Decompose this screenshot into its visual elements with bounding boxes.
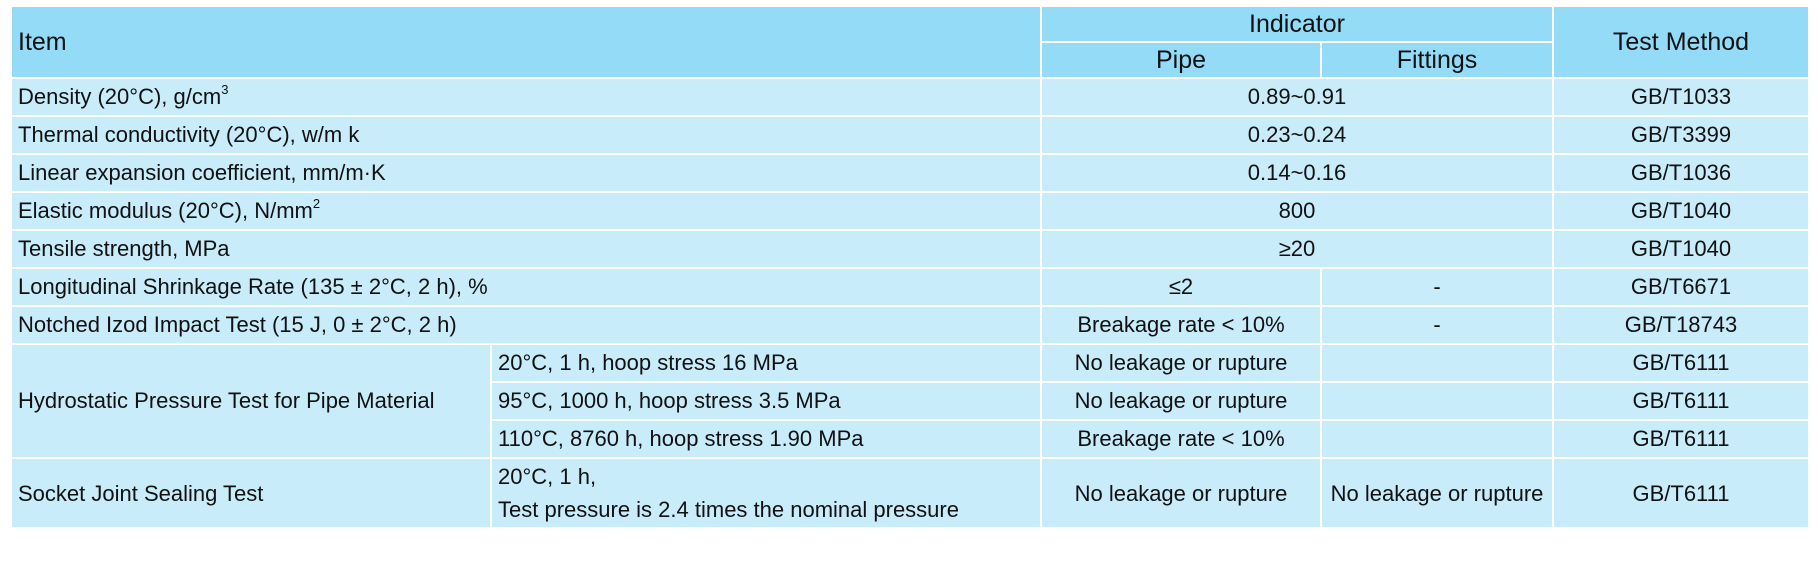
specification-table: Item Indicator Test Method Pipe Fittings… [10,5,1810,529]
method-cell: GB/T1033 [1552,77,1810,117]
fittings-cell [1320,381,1554,421]
method-cell: GB/T6111 [1552,381,1810,421]
method-cell: GB/T6111 [1552,419,1810,459]
indicator-cell: ≥20 [1040,229,1554,269]
condition-cell: 95°C, 1000 h, hoop stress 3.5 MPa [490,381,1042,421]
table-row: Notched Izod Impact Test (15 J, 0 ± 2°C,… [10,305,1810,345]
table-row: Socket Joint Sealing Test 20°C, 1 h, Test… [10,457,1810,529]
table-row: Linear expansion coefficient, mm/m·K 0.1… [10,153,1810,193]
indicator-cell: 0.89~0.91 [1040,77,1554,117]
header-pipe: Pipe [1040,41,1322,79]
table-row: Elastic modulus (20°C), N/mm2 800 GB/T10… [10,191,1810,231]
table-row: 95°C, 1000 h, hoop stress 3.5 MPa No lea… [11,381,1810,421]
item-cell: Notched Izod Impact Test (15 J, 0 ± 2°C,… [10,305,1042,345]
method-cell: GB/T6111 [1552,343,1810,383]
header-indicator: Indicator [1040,5,1554,43]
header-test-method: Test Method [1552,5,1810,79]
indicator-cell: 800 [1040,191,1554,231]
fittings-cell [1320,419,1554,459]
method-cell: GB/T18743 [1552,305,1810,345]
table-row: 110°C, 8760 h, hoop stress 1.90 MPa Brea… [11,419,1810,459]
condition-line: Test pressure is 2.4 times the nominal p… [498,497,959,522]
table-row: Density (20°C), g/cm3 0.89~0.91 GB/T1033 [10,77,1810,117]
condition-cell: 20°C, 1 h, hoop stress 16 MPa [490,343,1042,383]
item-cell: Tensile strength, MPa [10,229,1042,269]
table-wrapper: Item Indicator Test Method Pipe Fittings… [10,5,1810,529]
socket-test-label: Socket Joint Sealing Test [10,457,492,529]
method-cell: GB/T3399 [1552,115,1810,155]
header-fittings: Fittings [1320,41,1554,79]
pipe-cell: No leakage or rupture [1040,381,1322,421]
indicator-cell: 0.23~0.24 [1040,115,1554,155]
condition-cell: 110°C, 8760 h, hoop stress 1.90 MPa [490,419,1042,459]
pipe-cell: ≤2 [1040,267,1322,307]
hydrostatic-test-label: Hydrostatic Pressure Test for Pipe Mater… [10,343,492,459]
pipe-cell: Breakage rate < 10% [1040,419,1322,459]
indicator-cell: 0.14~0.16 [1040,153,1554,193]
fittings-cell: No leakage or rupture [1320,457,1554,529]
item-cell: Linear expansion coefficient, mm/m·K [10,153,1042,193]
fittings-cell: - [1320,305,1554,345]
pipe-cell: No leakage or rupture [1040,457,1322,529]
table-row: Hydrostatic Pressure Test for Pipe Mater… [10,343,1810,459]
method-cell: GB/T1040 [1552,191,1810,231]
condition-line: 20°C, 1 h, [498,464,597,489]
condition-cell: 20°C, 1 h, Test pressure is 2.4 times the… [490,457,1042,529]
fittings-cell [1320,343,1554,383]
pipe-cell: Breakage rate < 10% [1040,305,1322,345]
method-cell: GB/T6111 [1552,457,1810,529]
item-cell: Density (20°C), g/cm3 [10,77,1042,117]
method-cell: GB/T6671 [1552,267,1810,307]
method-cell: GB/T1036 [1552,153,1810,193]
pipe-cell: No leakage or rupture [1040,343,1322,383]
item-cell: Elastic modulus (20°C), N/mm2 [10,191,1042,231]
table-row: Tensile strength, MPa ≥20 GB/T1040 [10,229,1810,269]
item-cell: Thermal conductivity (20°C), w/m k [10,115,1042,155]
table-row: Thermal conductivity (20°C), w/m k 0.23~… [10,115,1810,155]
method-cell: GB/T1040 [1552,229,1810,269]
header-item: Item [10,5,1042,79]
item-cell: Longitudinal Shrinkage Rate (135 ± 2°C, … [10,267,1042,307]
table-row: Longitudinal Shrinkage Rate (135 ± 2°C, … [10,267,1810,307]
fittings-cell: - [1320,267,1554,307]
